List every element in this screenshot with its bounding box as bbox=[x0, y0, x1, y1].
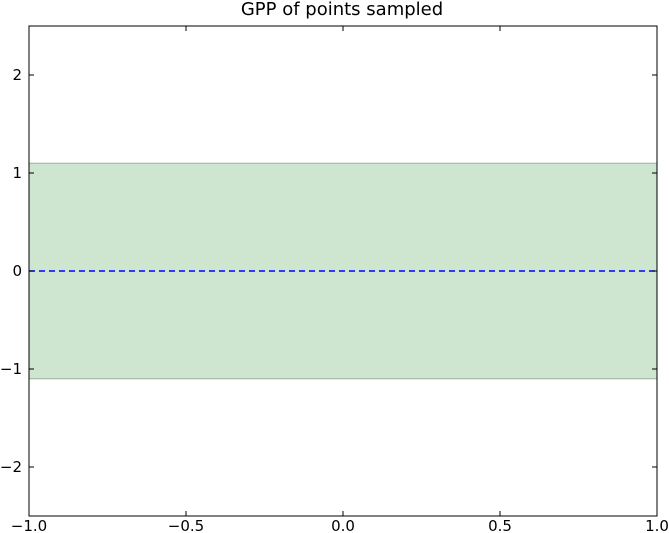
y-tick-label: 1 bbox=[12, 164, 22, 182]
y-tick-label: −2 bbox=[0, 458, 22, 476]
x-tick-label: −1.0 bbox=[11, 517, 47, 533]
x-tick-label: 1.0 bbox=[645, 517, 669, 533]
plot-area bbox=[28, 162, 658, 380]
x-tick-label: −0.5 bbox=[168, 517, 204, 533]
x-tick-label: 0.5 bbox=[488, 517, 512, 533]
axes: −1.0 −0.5 0.0 0.5 1.0 −2 −1 0 1 2 bbox=[0, 25, 669, 533]
chart-title: GPP of points sampled bbox=[241, 0, 443, 20]
y-tick-label: 0 bbox=[12, 262, 22, 280]
x-tick-label: 0.0 bbox=[331, 517, 355, 533]
y-tick-label: 2 bbox=[12, 66, 22, 84]
y-tick-label: −1 bbox=[0, 360, 22, 378]
